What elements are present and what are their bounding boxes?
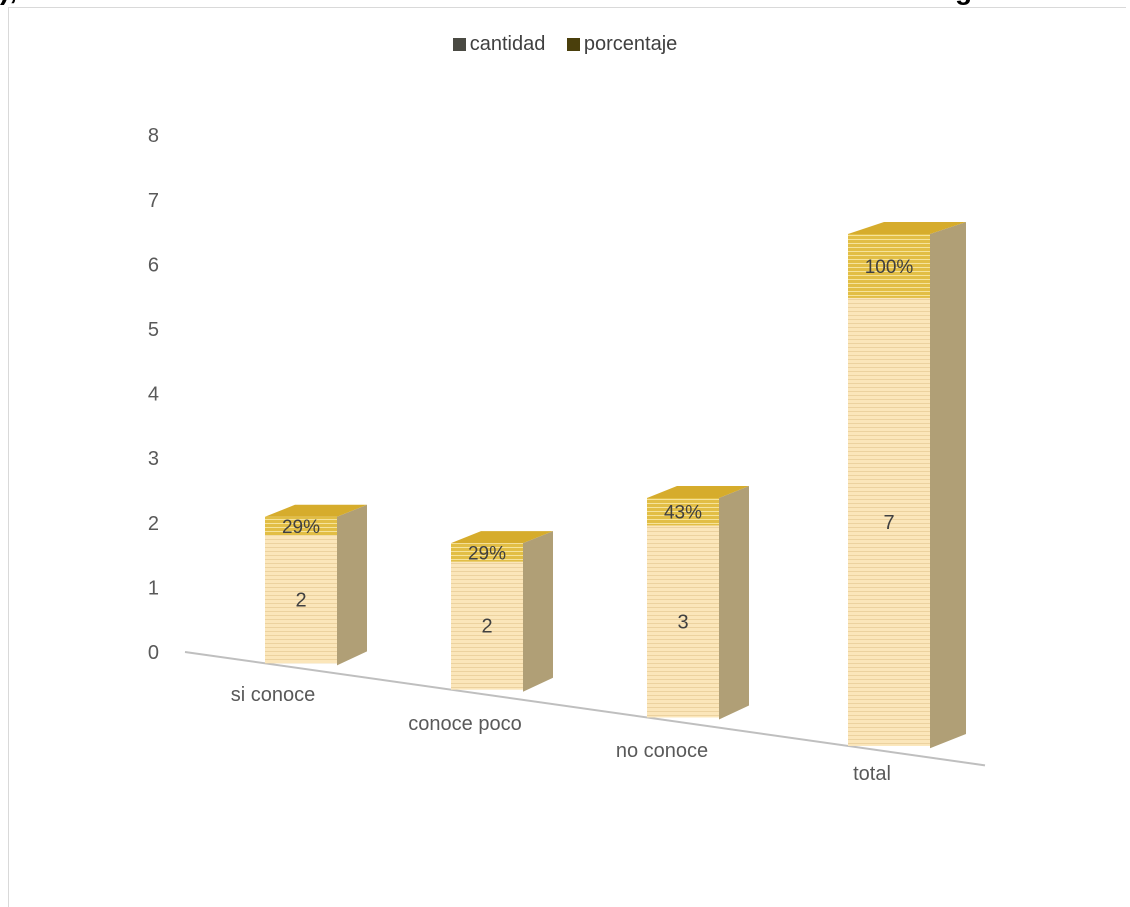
legend: cantidad porcentaje	[0, 33, 1130, 56]
bar-cantidad	[647, 525, 719, 718]
x-category-label: total	[853, 763, 891, 785]
legend-swatch-porcentaje	[566, 38, 580, 51]
data-label-porcentaje: 29%	[468, 543, 506, 564]
bar-side-face	[523, 531, 553, 692]
data-label-porcentaje: 100%	[865, 257, 914, 278]
legend-swatch-cantidad	[452, 38, 466, 51]
bar-cantidad	[451, 561, 523, 690]
bar-top-face	[451, 531, 553, 544]
x-category-label: si conoce	[231, 684, 316, 706]
bar-porcentaje	[451, 543, 523, 562]
cropped-title-strip: ), g	[0, 0, 1130, 8]
bar-side-face	[337, 504, 367, 666]
bar-porcentaje	[265, 516, 337, 536]
x-axis-line	[184, 651, 986, 767]
bar-side-face	[719, 485, 749, 720]
legend-label-porcentaje: porcentaje	[583, 33, 678, 55]
data-label-porcentaje: 43%	[664, 503, 702, 524]
y-tick-label: 6	[148, 254, 159, 276]
bar-top-face	[647, 485, 749, 498]
y-tick-label: 2	[148, 513, 159, 535]
bar-porcentaje	[647, 497, 719, 526]
data-label-cantidad: 7	[883, 512, 894, 534]
x-category-label: no conoce	[616, 740, 708, 762]
bar-top-face	[848, 221, 966, 234]
data-label-cantidad: 2	[295, 589, 306, 611]
bar-cantidad	[265, 535, 337, 664]
y-tick-label: 5	[148, 319, 159, 341]
x-category-label: conoce poco	[408, 713, 521, 735]
data-label-porcentaje: 29%	[282, 517, 320, 538]
legend-label-cantidad: cantidad	[469, 33, 546, 55]
y-tick-label: 3	[148, 448, 159, 470]
y-tick-label: 8	[148, 125, 159, 147]
legend-item-porcentaje: porcentaje	[566, 33, 678, 56]
chart-area	[8, 7, 1126, 907]
bar-porcentaje	[848, 233, 930, 298]
y-tick-label: 0	[148, 642, 159, 664]
bar-side-face	[930, 221, 966, 749]
y-tick-label: 7	[148, 190, 159, 212]
bar-top-face	[265, 504, 367, 517]
y-tick-label: 4	[148, 384, 159, 406]
data-label-cantidad: 3	[677, 611, 688, 633]
y-tick-label: 1	[148, 577, 159, 599]
legend-item-cantidad: cantidad	[452, 33, 546, 56]
bar-cantidad	[848, 297, 930, 746]
data-label-cantidad: 2	[481, 616, 492, 638]
